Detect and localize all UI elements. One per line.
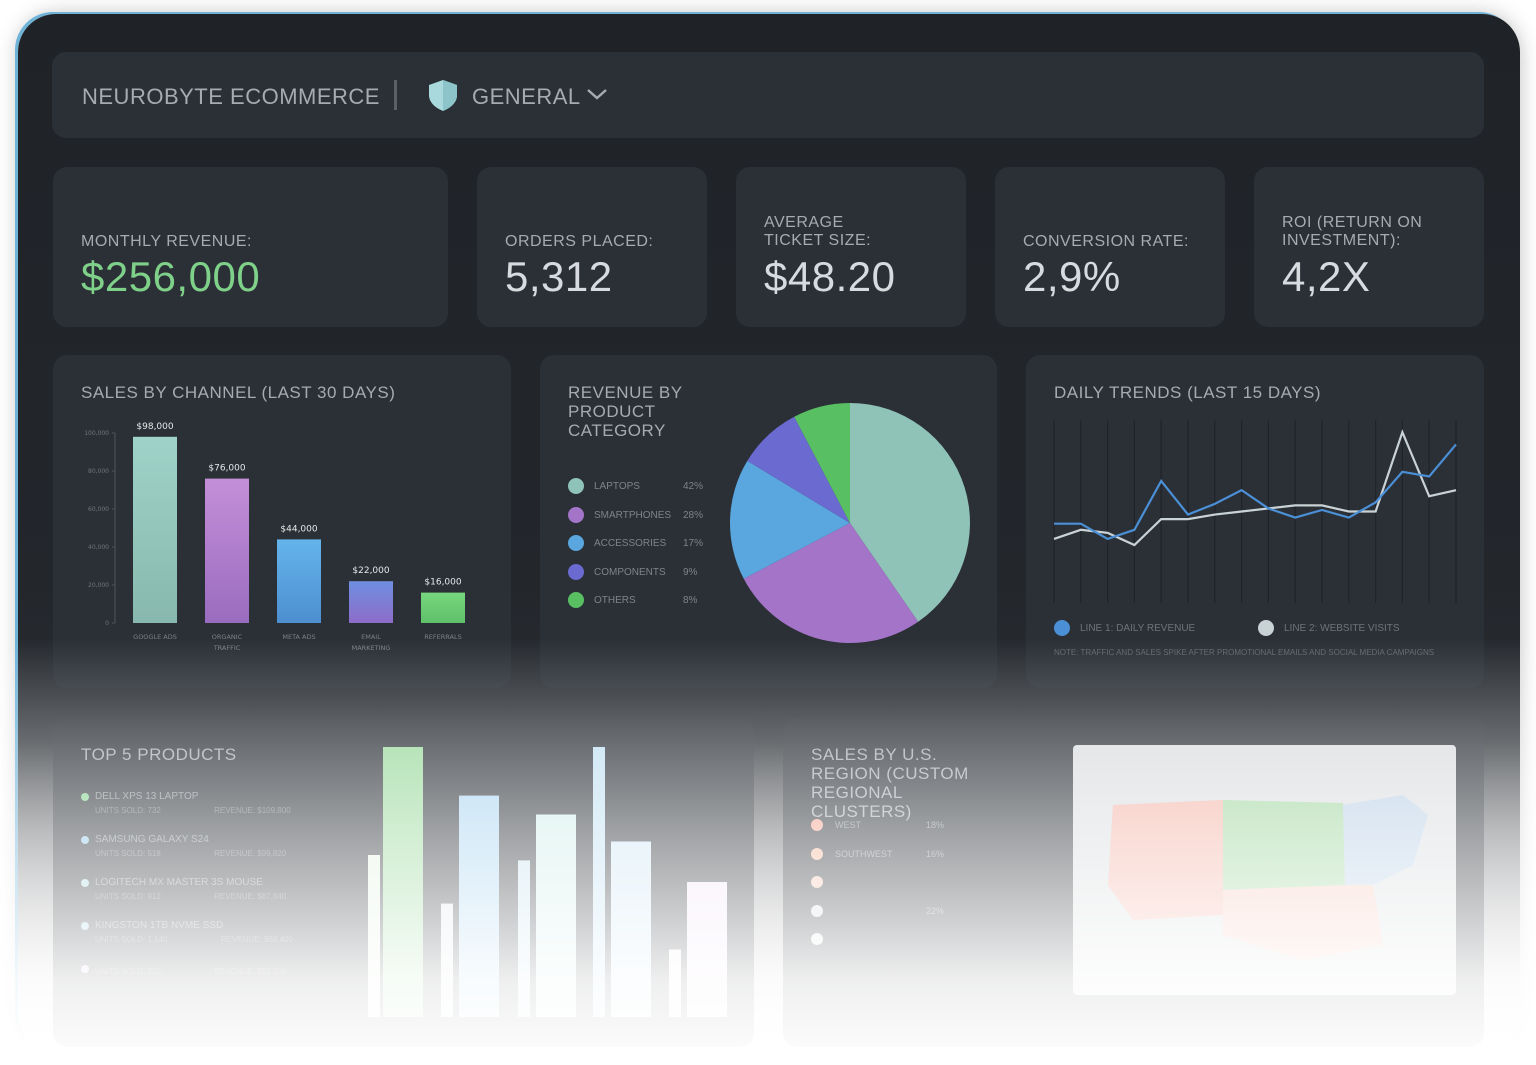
y-tick-label: 0 — [105, 620, 109, 627]
bar[interactable] — [277, 539, 321, 623]
product-bar[interactable] — [518, 860, 530, 1017]
region-item[interactable]: 22% — [811, 904, 961, 920]
product-bar[interactable] — [368, 855, 380, 1017]
y-tick-label: 60,000 — [88, 506, 109, 513]
x-category-label: GOOGLE ADS — [133, 633, 177, 641]
x-category-label: REFERRALS — [424, 633, 461, 641]
region-swatch — [811, 904, 823, 917]
bar-data-label: $16,000 — [424, 578, 461, 588]
sales-by-channel-panel: SALES BY CHANNEL (LAST 30 DAYS) 0 20,000 4… — [53, 355, 511, 688]
kpi-value: $256,000 — [81, 253, 261, 300]
legend-label: LINE 1: DAILY REVENUE — [1080, 623, 1196, 634]
product-bar[interactable] — [536, 814, 576, 1018]
region-pct: 22% — [926, 905, 945, 916]
x-category-label: META ADS — [282, 633, 315, 641]
kpi-card-roi: ROI (RETURN ON INVESTMENT): 4,2X — [1254, 167, 1484, 327]
chevron-down-icon[interactable] — [585, 86, 609, 102]
bar-data-label: $98,000 — [136, 422, 173, 432]
region-name: WEST — [835, 820, 861, 830]
chart-note: NOTE: TRAFFIC AND SALES SPIKE AFTER PROM… — [1054, 648, 1435, 657]
bar[interactable] — [421, 592, 465, 623]
kpi-card-monthly-revenue: MONTHLY REVENUE: $256,000 — [53, 167, 448, 327]
legend-swatch — [1054, 620, 1070, 636]
kpi-label: ORDERS PLACED: — [505, 233, 654, 250]
region-name: SOUTHWEST — [835, 848, 893, 859]
y-tick-label: 80,000 — [88, 468, 109, 475]
us-map-graphic — [1108, 795, 1428, 960]
product-bar[interactable] — [441, 903, 453, 1017]
product-bar[interactable] — [669, 949, 681, 1018]
y-tick-label: 20,000 — [88, 582, 109, 589]
region-item[interactable] — [811, 875, 961, 891]
top-products-chart — [368, 747, 727, 1018]
bar[interactable] — [205, 478, 249, 623]
daily-trends-panel: DAILY TRENDS (LAST 15 DAYS) LINE 1: DAIL… — [1026, 355, 1484, 688]
bar-data-label: $76,000 — [208, 464, 245, 474]
kpi-card-conversion-rate: CONVERSION RATE: 2,9% — [995, 167, 1225, 327]
region-item[interactable]: SOUTHWEST 16% — [811, 847, 961, 863]
product-bar[interactable] — [687, 882, 727, 1017]
y-tick-label: 40,000 — [88, 544, 109, 551]
x-category-label: MARKETING — [352, 644, 391, 652]
bar-data-label: $22,000 — [352, 566, 389, 576]
region-swatch — [811, 876, 823, 888]
top-products-panel: TOP 5 PRODUCTS DELL XPS 13 LAPTOP UNITS … — [53, 717, 754, 1047]
y-tick-label: 100,000 — [84, 430, 109, 437]
shield-icon — [429, 80, 457, 111]
bar[interactable] — [133, 436, 177, 623]
product-bar[interactable] — [611, 841, 651, 1018]
bar[interactable] — [349, 581, 393, 623]
kpi-label: CONVERSION RATE: — [1023, 233, 1189, 250]
kpi-label: AVERAGE TICKET SIZE: — [764, 214, 872, 249]
region-swatch — [811, 933, 823, 945]
us-region-map[interactable] — [1073, 745, 1456, 995]
kpi-label: ROI (RETURN ON INVESTMENT): — [1282, 214, 1423, 249]
kpi-value: 4,2X — [1282, 253, 1371, 300]
series-line[interactable] — [1054, 443, 1457, 541]
series-line[interactable] — [1053, 429, 1457, 547]
product-bar[interactable] — [593, 747, 605, 1017]
region-item[interactable] — [811, 932, 961, 948]
sales-by-region-panel: SALES BY U.S. REGION (CUSTOM REGIONAL CL… — [783, 717, 1484, 1047]
x-category-label: TRAFFIC — [213, 644, 241, 652]
region-item[interactable]: WEST 18% — [811, 818, 961, 834]
product-bar[interactable] — [459, 795, 499, 1017]
brand-name: NEUROBYTE ECOMMERCE — [82, 84, 380, 109]
region-pct: 16% — [926, 848, 945, 859]
x-category-label: ORGANIC — [212, 633, 243, 641]
region-pct: 18% — [926, 820, 945, 830]
region-swatch — [811, 847, 823, 860]
kpi-value: 2,9% — [1023, 253, 1121, 300]
kpi-value: $48.20 — [764, 253, 896, 300]
kpi-value: 5,312 — [505, 253, 613, 300]
legend-label: LINE 2: WEBSITE VISITS — [1284, 623, 1400, 634]
x-category-label: EMAIL — [361, 633, 381, 641]
region-swatch — [811, 819, 823, 831]
product-bar[interactable] — [383, 747, 423, 1017]
panel-title: SALES BY U.S. REGION (CUSTOM REGIONAL CL… — [811, 745, 969, 821]
revenue-pie-chart — [730, 403, 970, 643]
kpi-card-average-ticket: AVERAGE TICKET SIZE: $48.20 — [736, 167, 966, 327]
legend-swatch — [1258, 620, 1274, 636]
daily-trends-chart — [1053, 420, 1457, 603]
top-bar: NEUROBYTE ECOMMERCE GENERAL — [52, 52, 1484, 138]
workspace-selector[interactable]: GENERAL — [472, 84, 581, 109]
bar-data-label: $44,000 — [280, 524, 317, 534]
revenue-by-category-panel: REVENUE BY PRODUCT CATEGORY LAPTOPS 42% SM… — [540, 355, 997, 688]
kpi-card-orders-placed: ORDERS PLACED: 5,312 — [477, 167, 707, 327]
kpi-label: MONTHLY REVENUE: — [81, 233, 252, 250]
header-divider — [394, 80, 397, 110]
sales-by-channel-chart: 0 20,000 40,000 60,000 80,000 100,000 $98,000 G… — [84, 422, 465, 652]
